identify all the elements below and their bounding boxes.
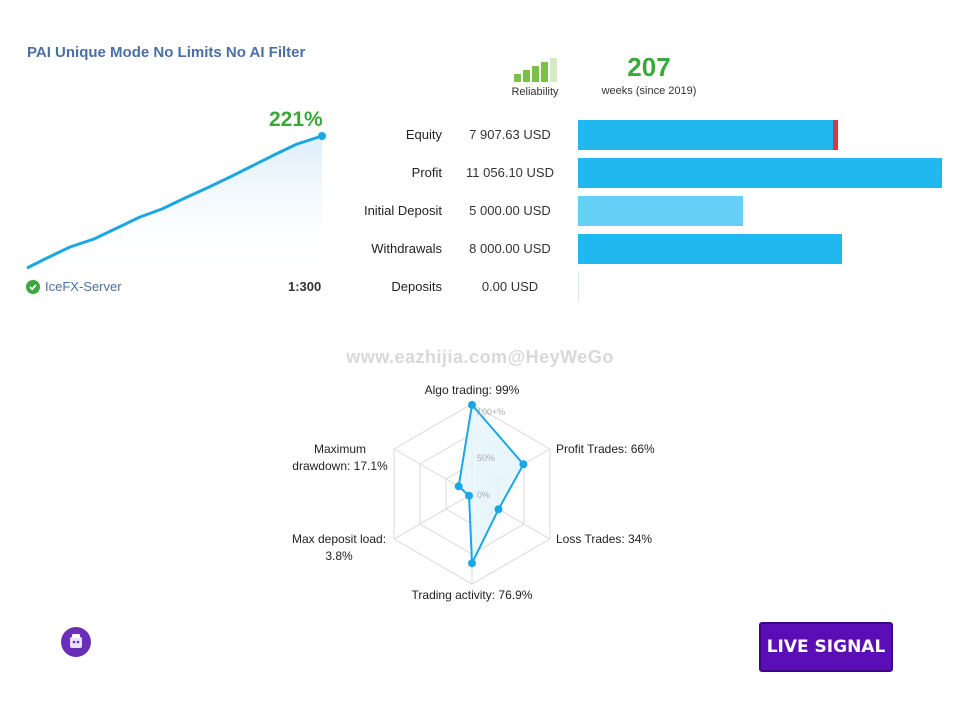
stat-row: Equity 7 907.63 USD — [330, 120, 950, 150]
radar-axis-label: Profit Trades: 66% — [556, 442, 655, 456]
stat-label: Initial Deposit — [363, 203, 442, 218]
brand-logo[interactable] — [61, 627, 91, 657]
stat-value: 11 056.10 USD — [466, 165, 554, 180]
server-info[interactable]: IceFX-Server — [26, 279, 122, 294]
check-icon — [26, 279, 40, 294]
stat-bar — [578, 158, 942, 188]
stat-label: Profit — [411, 165, 442, 180]
weeks-counter: 207 weeks (since 2019) — [592, 52, 706, 97]
growth-endpoint — [318, 132, 326, 140]
reliability-bar — [549, 58, 557, 82]
weeks-value: 207 — [627, 52, 671, 82]
radar-axis-label: Max deposit load: — [292, 532, 386, 546]
radar-axis-label: Maximum — [314, 442, 366, 456]
equity-marker — [833, 120, 838, 150]
radar-point — [468, 559, 476, 568]
radar-tick-label: 0% — [477, 490, 490, 500]
radar-axis-label: Trading activity: 76.9% — [412, 588, 533, 602]
radar-point — [494, 505, 503, 514]
growth-line — [26, 134, 323, 270]
stat-bar — [578, 234, 842, 264]
stat-row: Withdrawals 8 000.00 USD — [330, 234, 950, 264]
stat-row: Deposits 0.00 USD — [330, 272, 950, 302]
reliability-bar — [522, 70, 530, 82]
radar-axis-label: 3.8% — [325, 549, 353, 563]
radar-tick-label: 100+% — [477, 407, 505, 417]
stat-value: 5 000.00 USD — [469, 203, 551, 218]
stat-row: Profit 11 056.10 USD — [330, 158, 950, 188]
radar-spoke — [393, 493, 473, 540]
growth-percent: 221% — [269, 108, 323, 131]
stat-bar — [578, 196, 743, 226]
reliability-bar — [531, 66, 539, 82]
radar-axis-label: Algo trading: 99% — [425, 383, 520, 397]
stat-value: 0.00 USD — [481, 279, 539, 294]
radar-point — [454, 482, 463, 491]
stat-bar — [578, 120, 838, 150]
watermark: www.eazhijia.com@HeyWeGo — [346, 347, 614, 367]
reliability-bar — [513, 74, 521, 82]
logo-icon — [70, 634, 82, 648]
radar-axis-label: drawdown: 17.1% — [292, 459, 388, 473]
reliability-indicator: Reliability — [507, 56, 563, 98]
radar-tick-label: 50% — [477, 453, 495, 463]
weeks-label: weeks (since 2019) — [601, 85, 697, 97]
stat-label: Equity — [405, 127, 442, 142]
server-name: IceFX-Server — [45, 279, 122, 294]
radar-point — [519, 460, 528, 469]
reliability-bars — [507, 56, 563, 82]
radar-point — [465, 491, 474, 500]
growth-chart — [26, 132, 326, 275]
radar-axis-label: Loss Trades: 34% — [556, 532, 652, 546]
page-title: PAI Unique Mode No Limits No AI Filter — [27, 44, 306, 61]
stat-value: 7 907.63 USD — [469, 127, 551, 142]
stat-bar — [578, 272, 579, 302]
leverage: 1:300 — [288, 279, 322, 294]
stat-value: 8 000.00 USD — [469, 241, 551, 256]
stat-label: Deposits — [391, 279, 442, 294]
radar-point — [468, 400, 476, 409]
stat-label: Withdrawals — [371, 241, 442, 256]
stat-row: Initial Deposit 5 000.00 USD — [330, 196, 950, 226]
reliability-bar — [540, 62, 548, 82]
growth-area — [27, 136, 322, 275]
live-signal-button[interactable]: LIVE SIGNAL — [759, 622, 893, 672]
reliability-label: Reliability — [511, 86, 559, 98]
